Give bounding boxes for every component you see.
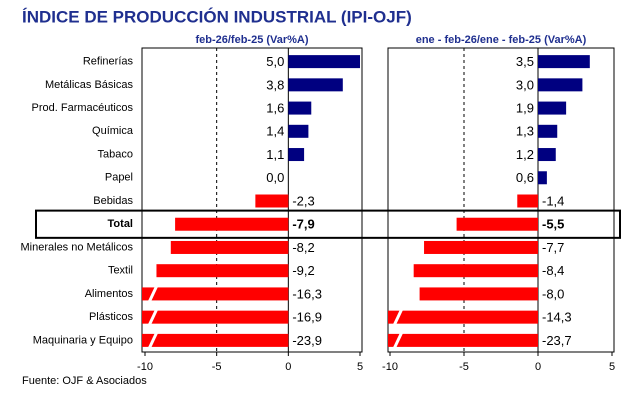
value-label: -8,0 xyxy=(542,286,564,301)
x-tick-label: -5 xyxy=(459,361,469,373)
bar xyxy=(170,240,289,254)
x-tick-label: 0 xyxy=(285,361,291,373)
bar xyxy=(288,55,360,69)
category-label: Textil xyxy=(108,265,133,277)
value-label: -9,2 xyxy=(292,263,314,278)
bar xyxy=(538,78,583,92)
category-label: Plásticos xyxy=(89,311,134,323)
bar xyxy=(538,101,567,115)
value-label: 3,0 xyxy=(516,77,534,92)
bar xyxy=(288,101,312,115)
x-tick-label: 0 xyxy=(535,361,541,373)
value-label: 3,5 xyxy=(516,54,534,69)
category-label: Química xyxy=(92,125,134,137)
bar xyxy=(538,55,590,69)
bar xyxy=(388,333,539,347)
x-tick-label: -10 xyxy=(137,361,153,373)
bar xyxy=(419,287,538,301)
bar xyxy=(456,217,538,231)
x-tick-label: 5 xyxy=(357,361,363,373)
value-label: -8,2 xyxy=(292,240,314,255)
bar xyxy=(142,333,289,347)
value-label: -5,5 xyxy=(542,217,564,232)
category-label: Alimentos xyxy=(85,288,134,300)
value-label: 1,9 xyxy=(516,101,534,116)
value-label: 3,8 xyxy=(266,77,284,92)
value-label: -1,4 xyxy=(542,193,564,208)
bar xyxy=(517,194,538,208)
category-label: Minerales no Metálicos xyxy=(21,241,134,253)
value-label: -8,4 xyxy=(542,263,564,278)
value-label: -7,9 xyxy=(292,217,314,232)
bar xyxy=(538,148,556,162)
source: Fuente: OJF & Asociados xyxy=(22,375,147,387)
value-label: -23,9 xyxy=(292,333,322,348)
category-label: Bebidas xyxy=(93,195,133,207)
value-label: 1,1 xyxy=(266,147,284,162)
value-label: 0,0 xyxy=(266,170,284,185)
x-tick-label: -5 xyxy=(212,361,222,373)
category-label: Papel xyxy=(105,172,133,184)
x-tick-label: -10 xyxy=(382,361,398,373)
value-label: 1,4 xyxy=(266,124,284,139)
category-label: Refinerías xyxy=(83,56,134,68)
bar xyxy=(538,124,558,138)
axis-break xyxy=(147,284,159,304)
value-label: 0,6 xyxy=(516,170,534,185)
value-label: -14,3 xyxy=(542,310,572,325)
value-label: 1,3 xyxy=(516,124,534,139)
value-label: -7,7 xyxy=(542,240,564,255)
highlight-box xyxy=(35,209,621,239)
value-label: 5,0 xyxy=(266,54,284,69)
bar xyxy=(413,264,538,278)
bars xyxy=(388,55,590,347)
bar xyxy=(255,194,289,208)
x-tick-label: 5 xyxy=(609,361,615,373)
category-label: Metálicas Básicas xyxy=(45,79,134,91)
axis-break xyxy=(392,308,404,327)
value-label: -16,9 xyxy=(292,310,322,325)
bar xyxy=(424,240,538,254)
bar xyxy=(288,78,343,92)
value-label: 1,2 xyxy=(516,147,534,162)
category-label: Maquinaria y Equipo xyxy=(33,334,133,346)
value-label: -2,3 xyxy=(292,193,314,208)
value-label: 1,6 xyxy=(266,101,284,116)
chart-title: ÍNDICE DE PRODUCCIÓN INDUSTRIAL (IPI-OJF… xyxy=(22,7,412,26)
axis-break xyxy=(147,331,159,350)
bar xyxy=(388,310,538,324)
category-label: Prod. Farmacéuticos xyxy=(32,102,134,114)
bar xyxy=(142,287,289,301)
panel-frame xyxy=(387,47,615,353)
bar xyxy=(538,171,547,185)
axis-break xyxy=(147,308,159,327)
bar xyxy=(156,264,289,278)
bar xyxy=(288,124,309,138)
bar xyxy=(142,310,289,324)
axis-break xyxy=(392,331,404,350)
category-label: Tabaco xyxy=(98,148,133,160)
panel-frame xyxy=(141,47,363,353)
value-label: -16,3 xyxy=(292,286,322,301)
bar xyxy=(288,148,305,162)
panel-subtitle: feb-26/feb-25 (Var%A) xyxy=(195,34,308,46)
bar xyxy=(175,217,289,231)
category-label: Total xyxy=(108,218,133,230)
value-label: -23,7 xyxy=(542,333,572,348)
bars xyxy=(142,55,360,347)
panel-subtitle: ene - feb-26/ene - feb-25 (Var%A) xyxy=(416,34,587,46)
